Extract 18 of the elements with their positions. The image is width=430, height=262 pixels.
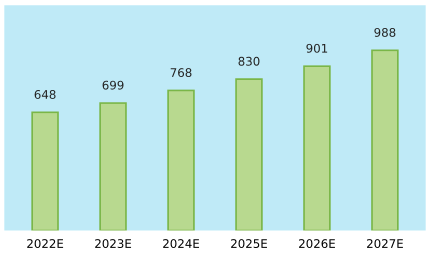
data-label: 768 (170, 68, 192, 78)
x-tick-label: 2026E (299, 239, 335, 248)
x-tick-label: 2027E (367, 239, 403, 248)
data-label: 699 (102, 80, 124, 90)
data-label: 901 (306, 44, 328, 53)
bar (167, 90, 195, 231)
x-tick-label: 2023E (95, 239, 132, 248)
bar (371, 49, 399, 231)
bar (99, 102, 127, 231)
x-tick-label: 2022E (27, 239, 64, 248)
data-label: 988 (374, 28, 396, 37)
x-tick-label: 2025E (231, 239, 267, 248)
x-tick-label: 2024E (163, 239, 200, 248)
bar (235, 78, 263, 231)
bar (31, 112, 59, 231)
bar (303, 65, 331, 231)
data-label: 648 (34, 90, 56, 99)
data-label: 830 (238, 56, 260, 66)
